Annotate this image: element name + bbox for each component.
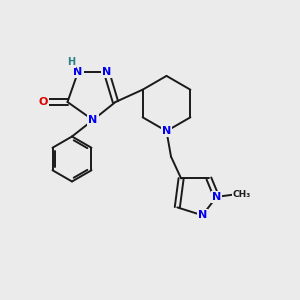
Text: N: N: [74, 67, 82, 77]
Text: CH₃: CH₃: [232, 190, 251, 199]
Text: N: N: [198, 210, 207, 220]
Text: N: N: [212, 192, 221, 202]
Text: N: N: [88, 115, 98, 125]
Text: H: H: [67, 57, 76, 68]
Text: N: N: [162, 126, 171, 136]
Text: N: N: [102, 67, 111, 77]
Text: O: O: [39, 97, 48, 107]
